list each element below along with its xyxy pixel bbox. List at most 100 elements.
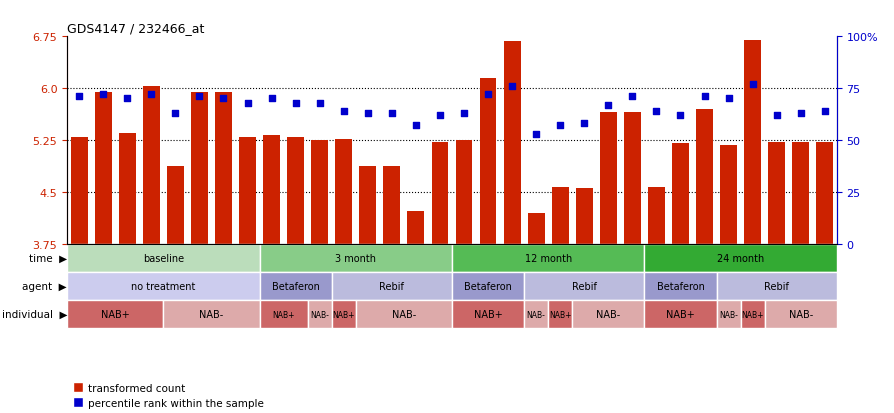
Point	[264, 96, 278, 102]
Bar	[451, 244, 644, 272]
Bar	[815, 143, 832, 244]
Point	[168, 110, 182, 117]
Bar	[455, 140, 472, 244]
Text: NAB+: NAB+	[101, 309, 130, 319]
Point	[480, 92, 494, 98]
Bar	[167, 167, 183, 244]
Bar	[67, 244, 259, 272]
Bar	[71, 137, 88, 244]
Point	[240, 100, 255, 107]
Bar	[716, 272, 836, 300]
Bar	[332, 300, 356, 328]
Bar	[524, 300, 547, 328]
Bar	[744, 40, 760, 244]
Bar	[359, 167, 375, 244]
Bar	[575, 189, 592, 244]
Point	[696, 94, 711, 100]
Text: Rebif: Rebif	[379, 281, 404, 291]
Text: Rebif: Rebif	[571, 281, 596, 291]
Text: 12 month: 12 month	[524, 253, 571, 263]
Point	[769, 112, 783, 119]
Bar	[335, 140, 351, 244]
Bar	[644, 272, 716, 300]
Legend: transformed count, percentile rank within the sample: transformed count, percentile rank withi…	[72, 383, 264, 408]
Bar	[552, 188, 568, 244]
Bar	[571, 300, 644, 328]
Bar	[671, 144, 688, 244]
Point	[312, 100, 326, 107]
Bar	[720, 145, 736, 244]
Bar	[524, 272, 644, 300]
Bar	[451, 300, 524, 328]
Bar	[644, 300, 716, 328]
Bar	[143, 87, 159, 244]
Text: NAB-: NAB-	[392, 309, 416, 319]
Text: agent  ▶: agent ▶	[22, 281, 67, 291]
Bar	[383, 167, 400, 244]
Bar	[716, 300, 740, 328]
Bar	[95, 93, 112, 244]
Bar	[355, 300, 451, 328]
Bar	[479, 78, 496, 244]
Point	[504, 83, 519, 90]
Bar	[263, 136, 280, 244]
Text: Betaferon: Betaferon	[464, 281, 511, 291]
Bar	[259, 244, 451, 272]
Text: 24 month: 24 month	[716, 253, 763, 263]
Point	[216, 96, 231, 102]
Text: no treatment: no treatment	[131, 281, 195, 291]
Bar	[763, 300, 836, 328]
Point	[456, 110, 470, 117]
Text: time  ▶: time ▶	[29, 253, 67, 263]
Bar	[791, 143, 808, 244]
Point	[577, 121, 591, 127]
Bar	[119, 134, 136, 244]
Point	[192, 94, 207, 100]
Bar	[767, 143, 784, 244]
Bar	[503, 42, 520, 244]
Text: individual  ▶: individual ▶	[2, 309, 67, 319]
Text: GDS4147 / 232466_at: GDS4147 / 232466_at	[67, 21, 204, 35]
Text: NAB-: NAB-	[719, 310, 738, 319]
Point	[672, 112, 687, 119]
Bar	[623, 113, 640, 244]
Bar	[190, 93, 207, 244]
Point	[360, 110, 375, 117]
Text: NAB-: NAB-	[199, 309, 224, 319]
Text: Betaferon: Betaferon	[272, 281, 319, 291]
Bar	[332, 272, 451, 300]
Point	[409, 123, 423, 129]
Text: baseline: baseline	[143, 253, 183, 263]
Bar	[287, 137, 304, 244]
Text: 3 month: 3 month	[335, 253, 375, 263]
Bar	[431, 143, 448, 244]
Text: NAB+: NAB+	[473, 309, 502, 319]
Bar	[644, 244, 836, 272]
Text: NAB+: NAB+	[332, 310, 355, 319]
Text: NAB-: NAB-	[788, 309, 812, 319]
Bar	[527, 213, 544, 244]
Text: NAB-: NAB-	[310, 310, 329, 319]
Point	[336, 108, 350, 115]
Point	[745, 81, 759, 88]
Text: NAB+: NAB+	[665, 309, 694, 319]
Point	[96, 92, 110, 98]
Bar	[215, 93, 232, 244]
Bar	[696, 109, 713, 244]
Point	[648, 108, 662, 115]
Text: NAB+: NAB+	[272, 310, 294, 319]
Bar	[451, 272, 524, 300]
Bar	[739, 300, 763, 328]
Bar	[308, 300, 332, 328]
Bar	[259, 272, 332, 300]
Bar	[67, 272, 259, 300]
Text: NAB-: NAB-	[595, 309, 620, 319]
Point	[528, 131, 543, 138]
Text: NAB+: NAB+	[548, 310, 571, 319]
Point	[384, 110, 399, 117]
Text: NAB+: NAB+	[740, 310, 763, 319]
Point	[120, 96, 134, 102]
Text: Betaferon: Betaferon	[656, 281, 704, 291]
Point	[625, 94, 639, 100]
Bar	[407, 212, 424, 244]
